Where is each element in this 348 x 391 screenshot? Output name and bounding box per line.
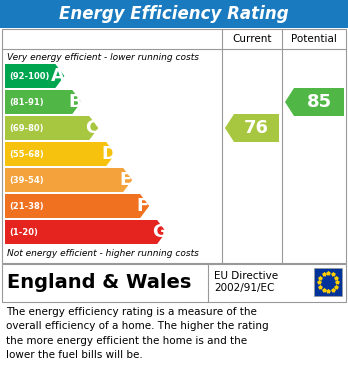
Text: C: C [85, 119, 98, 137]
Polygon shape [5, 90, 81, 114]
Polygon shape [5, 220, 166, 244]
Polygon shape [225, 114, 279, 142]
Polygon shape [285, 88, 344, 116]
Bar [0, 0, 348, 28]
Text: Potential: Potential [291, 34, 337, 44]
Text: D: D [101, 145, 116, 163]
Bar [2, 264, 346, 302]
Text: (39-54): (39-54) [9, 176, 44, 185]
Polygon shape [5, 168, 132, 192]
Text: 85: 85 [307, 93, 332, 111]
Text: E: E [120, 171, 132, 189]
Text: (1-20): (1-20) [9, 228, 38, 237]
Text: EU Directive: EU Directive [214, 271, 278, 281]
Text: F: F [136, 197, 149, 215]
Polygon shape [5, 142, 115, 166]
Bar [2, 29, 346, 263]
Text: England & Wales: England & Wales [7, 273, 191, 292]
Text: 2002/91/EC: 2002/91/EC [214, 283, 274, 293]
Text: The energy efficiency rating is a measure of the
overall efficiency of a home. T: The energy efficiency rating is a measur… [6, 307, 269, 360]
Text: (92-100): (92-100) [9, 72, 49, 81]
Polygon shape [5, 116, 98, 140]
Text: (21-38): (21-38) [9, 201, 44, 210]
Text: Not energy efficient - higher running costs: Not energy efficient - higher running co… [7, 249, 199, 258]
Text: Very energy efficient - lower running costs: Very energy efficient - lower running co… [7, 52, 199, 61]
Text: (69-80): (69-80) [9, 124, 44, 133]
Bar [314, 268, 342, 296]
Text: (55-68): (55-68) [9, 149, 44, 158]
Text: Current: Current [232, 34, 272, 44]
Text: 76: 76 [244, 119, 269, 137]
Text: (81-91): (81-91) [9, 97, 44, 106]
Text: A: A [51, 67, 65, 85]
Polygon shape [5, 64, 64, 88]
Text: Energy Efficiency Rating: Energy Efficiency Rating [59, 5, 289, 23]
Polygon shape [5, 194, 149, 218]
Text: B: B [68, 93, 82, 111]
Text: G: G [152, 223, 167, 241]
